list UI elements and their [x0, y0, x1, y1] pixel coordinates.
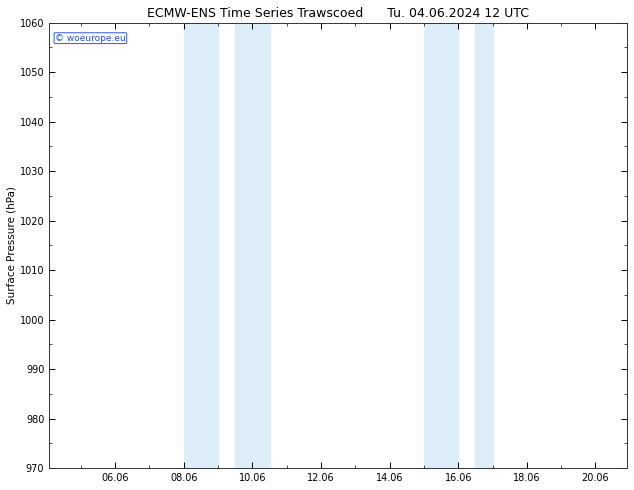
Bar — [476, 23, 493, 468]
Title: ECMW-ENS Time Series Trawscoed      Tu. 04.06.2024 12 UTC: ECMW-ENS Time Series Trawscoed Tu. 04.06… — [147, 7, 529, 20]
Bar — [424, 23, 458, 468]
Bar — [235, 23, 269, 468]
Bar — [184, 23, 218, 468]
Y-axis label: Surface Pressure (hPa): Surface Pressure (hPa) — [7, 186, 17, 304]
Text: © woeurope.eu: © woeurope.eu — [55, 34, 126, 43]
